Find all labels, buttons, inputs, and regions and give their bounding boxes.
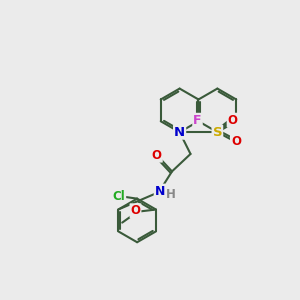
Text: Cl: Cl	[112, 190, 125, 203]
Text: O: O	[130, 204, 140, 217]
Text: N: N	[174, 126, 185, 139]
Text: H: H	[166, 188, 176, 201]
Text: N: N	[155, 184, 165, 198]
Text: F: F	[193, 114, 202, 127]
Text: O: O	[231, 136, 241, 148]
Text: S: S	[213, 126, 222, 139]
Text: O: O	[228, 114, 238, 127]
Text: O: O	[152, 149, 162, 162]
